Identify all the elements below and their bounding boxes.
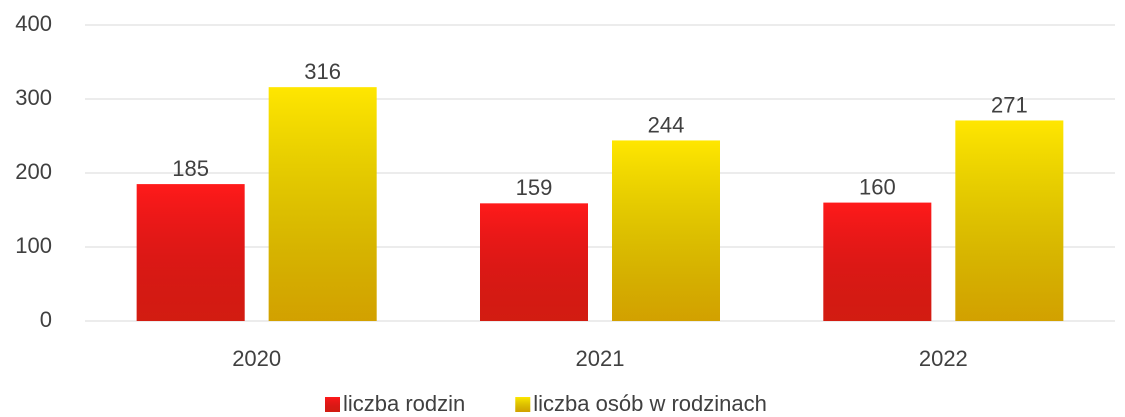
y-tick-label: 200	[15, 159, 52, 184]
bar-shade	[823, 202, 932, 321]
y-tick-label: 400	[15, 11, 52, 36]
x-tick-label: 2022	[919, 346, 968, 371]
bar-shade	[136, 184, 245, 321]
value-label: 160	[859, 174, 896, 199]
bar-shade	[268, 87, 377, 321]
value-label: 271	[991, 92, 1028, 117]
legend-label: liczba rodzin	[343, 391, 465, 416]
value-label: 244	[648, 112, 685, 137]
value-label: 159	[516, 175, 553, 200]
legend-label: liczba osób w rodzinach	[533, 391, 767, 416]
bar-shade	[480, 203, 588, 321]
legend-swatch-shade	[515, 397, 531, 412]
y-tick-label: 0	[40, 307, 52, 332]
y-tick-label: 300	[15, 85, 52, 110]
x-tick-label: 2020	[232, 346, 281, 371]
value-label: 316	[304, 59, 341, 84]
value-label: 185	[172, 156, 209, 181]
bar-shade	[612, 140, 720, 321]
legend-swatch-shade	[325, 397, 340, 412]
y-tick-label: 100	[15, 233, 52, 258]
bar-shade	[955, 120, 1064, 322]
x-tick-label: 2021	[576, 346, 625, 371]
